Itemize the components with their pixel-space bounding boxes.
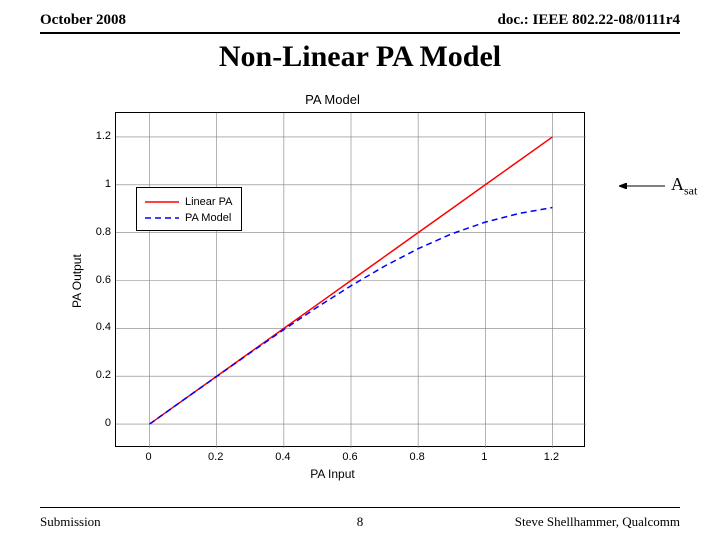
- annotation-label: Asat: [671, 174, 697, 199]
- annotation-arrow: [0, 0, 720, 540]
- footer-rule: [40, 507, 680, 509]
- footer-left: Submission: [40, 514, 101, 530]
- page-number: 8: [357, 514, 364, 530]
- footer-right: Steve Shellhammer, Qualcomm: [515, 514, 680, 530]
